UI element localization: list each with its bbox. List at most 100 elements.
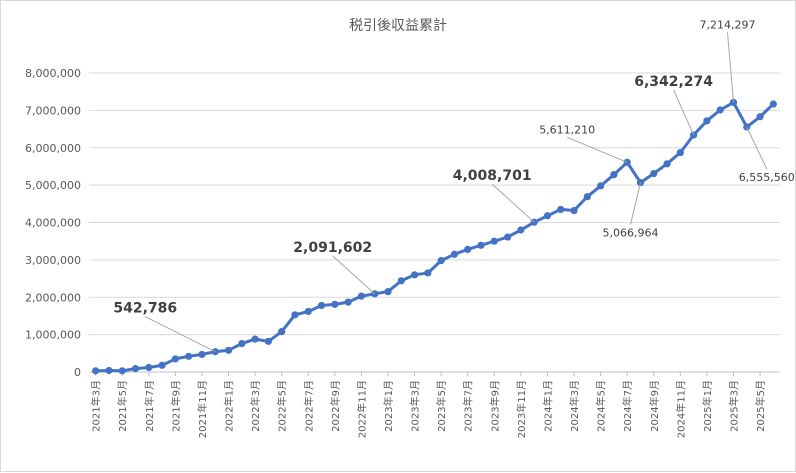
annotation-leader	[726, 32, 734, 103]
y-tick-label: 8,000,000	[25, 67, 81, 80]
y-tick-label: 4,000,000	[25, 217, 81, 230]
x-tick-label: 2025年3月	[727, 380, 740, 432]
data-point	[570, 206, 578, 215]
data-label: 5,611,210	[539, 123, 595, 136]
data-point	[716, 106, 724, 114]
data-point	[185, 352, 193, 360]
x-tick-label: 2022年1月	[223, 380, 236, 432]
annotation-leader	[332, 255, 376, 295]
x-tick-label: 2023年3月	[409, 380, 422, 432]
data-point	[610, 171, 618, 179]
data-point	[291, 311, 299, 319]
data-point	[636, 179, 645, 187]
data-point	[158, 361, 166, 369]
x-tick-label: 2024年3月	[568, 380, 581, 432]
data-point	[490, 237, 498, 245]
x-tick-label: 2021年9月	[169, 380, 182, 432]
data-point	[198, 350, 206, 359]
x-tick-label: 2023年7月	[462, 380, 475, 432]
data-point	[676, 149, 684, 157]
data-label: 6,342,274	[634, 74, 713, 90]
data-point	[397, 277, 405, 285]
x-tick-label: 2025年1月	[701, 380, 714, 432]
y-tick-label: 1,000,000	[25, 329, 81, 342]
data-point	[663, 160, 671, 168]
data-point	[703, 117, 711, 125]
x-tick-label: 2023年5月	[435, 380, 448, 432]
x-tick-label: 2024年11月	[674, 380, 687, 438]
chart-title: 税引後収益累計	[349, 18, 447, 34]
data-point	[437, 257, 445, 265]
data-label: 5,066,964	[602, 227, 658, 240]
data-point	[145, 363, 153, 372]
data-point	[304, 307, 312, 316]
y-tick-label: 5,000,000	[25, 179, 81, 192]
data-point	[344, 298, 352, 306]
x-tick-label: 2021年11月	[196, 380, 209, 438]
data-point	[224, 346, 233, 354]
data-label: 7,214,297	[699, 18, 755, 31]
data-label: 4,008,701	[453, 168, 532, 184]
data-label: 6,555,560	[739, 171, 795, 184]
data-point	[450, 250, 459, 258]
x-tick-label: 2024年7月	[621, 380, 634, 432]
x-tick-label: 2023年1月	[382, 380, 395, 432]
y-tick-label: 6,000,000	[25, 142, 81, 155]
data-point	[503, 233, 512, 241]
data-point	[251, 335, 259, 343]
y-tick-label: 7,000,000	[25, 104, 81, 117]
data-point	[264, 337, 272, 345]
data-point	[410, 271, 419, 279]
data-point	[357, 292, 366, 300]
y-tick-label: 0	[74, 366, 81, 379]
data-point	[92, 367, 100, 375]
data-label: 542,786	[113, 301, 177, 317]
data-point	[543, 212, 552, 220]
data-point	[477, 241, 485, 249]
annotation-leader	[629, 182, 641, 225]
data-point	[597, 182, 605, 190]
data-point	[424, 269, 432, 277]
data-point	[756, 113, 764, 121]
data-point	[623, 158, 631, 166]
x-tick-label: 2024年1月	[541, 380, 554, 432]
data-point	[278, 328, 286, 336]
annotation-leader	[145, 316, 216, 353]
x-tick-label: 2023年9月	[488, 380, 501, 432]
data-point	[118, 367, 126, 375]
x-tick-label: 2022年11月	[355, 380, 368, 438]
x-tick-label: 2024年9月	[648, 380, 661, 432]
y-tick-label: 2,000,000	[25, 291, 81, 304]
data-point	[464, 245, 472, 254]
data-point	[131, 365, 140, 373]
data-point	[583, 193, 591, 201]
series-line	[95, 100, 775, 373]
data-label: 2,091,602	[293, 240, 372, 256]
x-tick-label: 2025年5月	[754, 380, 767, 432]
y-tick-label: 3,000,000	[25, 254, 81, 267]
data-point	[238, 339, 246, 348]
x-tick-label: 2021年5月	[116, 380, 129, 432]
x-tick-label: 2023年11月	[515, 380, 528, 438]
annotation-leader	[491, 183, 535, 223]
data-point	[650, 169, 658, 178]
data-point	[384, 288, 392, 296]
x-tick-label: 2022年7月	[302, 380, 315, 432]
data-point	[317, 301, 326, 310]
data-point	[171, 355, 179, 363]
data-point	[331, 300, 339, 308]
data-point	[105, 366, 113, 375]
x-tick-label: 2024年5月	[595, 380, 608, 432]
x-tick-label: 2022年5月	[276, 380, 289, 432]
data-point	[769, 100, 777, 108]
x-tick-label: 2022年3月	[249, 380, 262, 432]
data-point	[517, 226, 525, 234]
data-point	[557, 205, 565, 214]
annotation-leader	[673, 89, 695, 136]
x-tick-label: 2021年7月	[143, 380, 156, 432]
x-tick-label: 2021年3月	[90, 380, 103, 432]
x-tick-label: 2022年9月	[329, 380, 342, 432]
annotation-leader	[566, 136, 628, 163]
